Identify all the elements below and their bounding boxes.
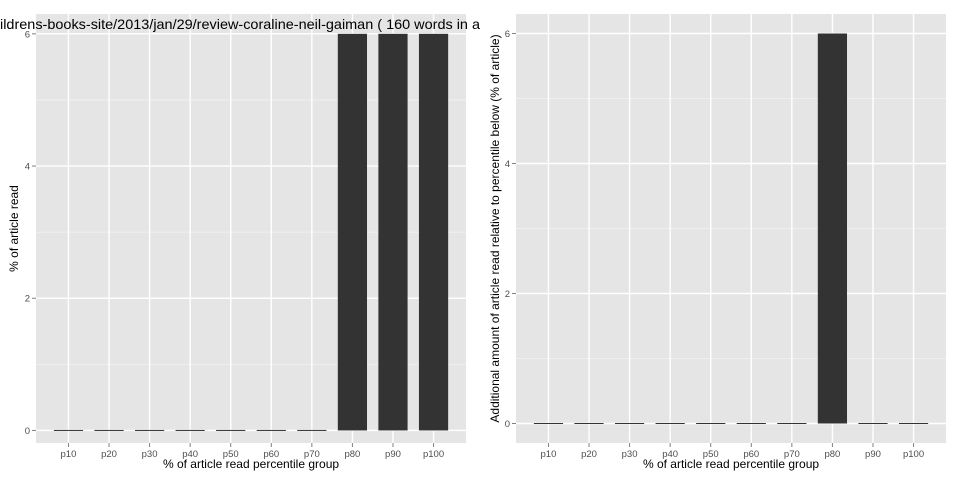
y-tick-label: 2 <box>505 289 510 300</box>
bar-p10 <box>53 429 84 431</box>
bar-p100 <box>898 423 929 424</box>
bar-p60 <box>256 429 286 431</box>
y-tick-label: 4 <box>505 159 510 170</box>
x-tick-label: p10 <box>61 449 77 460</box>
x-tick-label: p70 <box>304 449 320 460</box>
y-tick-label: 4 <box>25 162 30 173</box>
x-axis-label: % of article read percentile group <box>643 457 819 471</box>
y-tick-label: 6 <box>25 29 30 40</box>
bar-p20 <box>574 423 604 424</box>
bar-p30 <box>614 423 645 424</box>
x-tick-label: p10 <box>541 449 557 460</box>
bar-p40 <box>655 423 685 424</box>
x-tick-label: p80 <box>824 449 840 460</box>
x-tick-label: p50 <box>703 449 719 460</box>
x-tick-label: p100 <box>903 449 924 460</box>
y-tick-label: 6 <box>505 29 510 40</box>
y-tick-label: 0 <box>25 426 30 437</box>
bar-p70 <box>777 423 807 424</box>
bar-p90 <box>378 33 408 431</box>
chart-panel-2: 0 2 4 6 p10 p20 p30 p40 p50 p60 p70 p80 p90 p100 % of … <box>488 14 946 471</box>
x-tick-label: p20 <box>101 449 117 460</box>
y-tick-label: 2 <box>25 294 30 305</box>
bar-p90 <box>858 423 888 424</box>
x-tick-label: p50 <box>223 449 239 460</box>
bar-p60 <box>736 423 766 424</box>
bar-p30 <box>134 429 165 431</box>
bar-p100 <box>418 33 449 431</box>
bar-p10 <box>533 423 564 424</box>
x-tick-label: p80 <box>344 449 360 460</box>
chart-title: ildrens-books-site/2013/jan/29/review-co… <box>0 16 480 32</box>
chart-panel-1: 0 2 4 6 p10 p20 p30 p40 p50 p60 p70 p80 p90 p100 % of … <box>0 14 480 471</box>
bar-p80 <box>337 33 368 431</box>
bar-p50 <box>216 429 246 431</box>
x-axis-label: % of article read percentile group <box>163 457 339 471</box>
x-tick-label: p60 <box>743 449 759 460</box>
x-tick-label: p40 <box>182 449 198 460</box>
x-tick-label: p90 <box>865 449 881 460</box>
y-axis-label: Additional amount of article read relati… <box>488 34 502 422</box>
bar-p50 <box>696 423 726 424</box>
x-tick-label: p60 <box>263 449 279 460</box>
x-tick-label: p40 <box>662 449 678 460</box>
y-axis-label: % of article read <box>7 185 21 272</box>
bar-p20 <box>94 429 124 431</box>
x-tick-label: p30 <box>142 449 158 460</box>
bar-p80 <box>817 33 848 424</box>
y-tick-label: 0 <box>505 419 510 430</box>
bar-p40 <box>175 429 205 431</box>
x-tick-label: p20 <box>581 449 597 460</box>
bar-p70 <box>297 429 327 431</box>
x-tick-label: p70 <box>784 449 800 460</box>
x-tick-label: p100 <box>423 449 444 460</box>
x-tick-label: p90 <box>385 449 401 460</box>
x-tick-label: p30 <box>622 449 638 460</box>
